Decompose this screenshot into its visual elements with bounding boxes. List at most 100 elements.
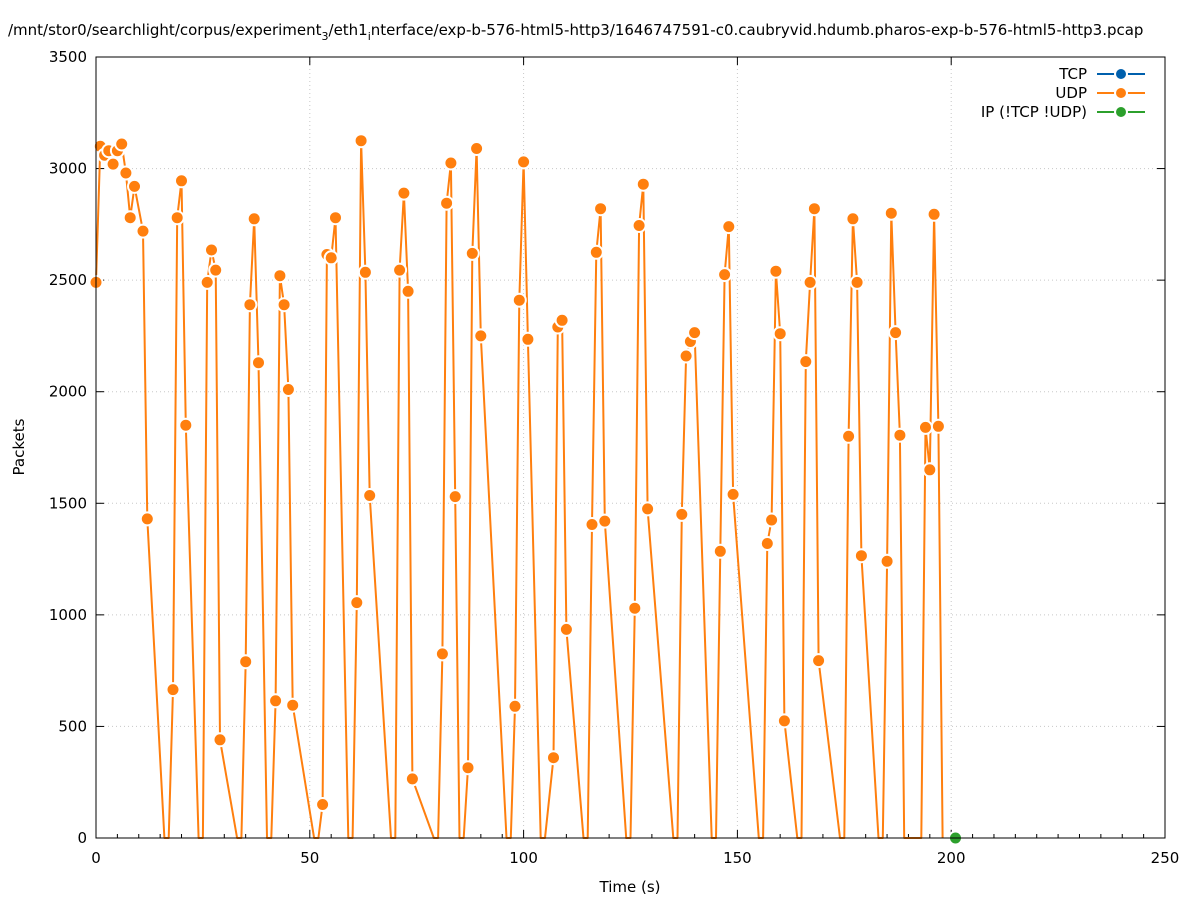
y-tick-label: 3500 — [49, 48, 87, 66]
data-point — [400, 283, 416, 299]
data-point — [212, 732, 228, 748]
data-point — [272, 268, 288, 284]
data-point — [473, 328, 489, 344]
data-point — [879, 553, 895, 569]
data-point — [717, 267, 733, 283]
data-point — [640, 501, 656, 517]
data-point — [174, 173, 189, 189]
data-point — [118, 165, 134, 181]
data-point — [845, 211, 861, 227]
data-point — [396, 185, 412, 201]
data-point — [930, 418, 946, 434]
data-point — [114, 136, 130, 152]
data-point — [276, 297, 292, 313]
data-point — [627, 600, 643, 616]
y-tick-label: 3000 — [49, 160, 87, 178]
data-point — [139, 511, 155, 527]
data-point — [772, 326, 788, 342]
x-tick-label: 100 — [509, 849, 538, 867]
legend-marker-2 — [1114, 105, 1128, 119]
data-point — [546, 750, 561, 766]
data-point — [853, 548, 869, 564]
data-point — [434, 646, 450, 662]
legend-label-0: TCP — [1058, 65, 1087, 83]
chart-title-part-1: /mnt/stor0/searchlight/corpus/experiment — [8, 21, 322, 39]
data-point — [238, 654, 254, 670]
data-point — [469, 141, 485, 156]
data-point — [285, 697, 301, 713]
data-point — [362, 488, 378, 503]
data-point — [357, 264, 373, 280]
data-point — [511, 292, 527, 308]
data-point — [460, 760, 476, 776]
data-point — [135, 223, 151, 239]
data-point — [764, 512, 780, 528]
data-point — [268, 693, 284, 709]
data-point — [520, 331, 536, 347]
data-point — [392, 262, 408, 278]
data-point — [883, 205, 899, 221]
data-point — [674, 506, 690, 522]
data-point — [516, 154, 532, 170]
y-tick-label: 1000 — [49, 606, 87, 624]
data-point — [798, 354, 814, 370]
data-point — [811, 653, 827, 669]
y-tick-label: 2500 — [49, 271, 87, 289]
data-point — [353, 133, 369, 149]
data-point — [443, 155, 459, 171]
data-point — [725, 486, 741, 502]
data-point — [204, 242, 219, 258]
series-1 — [88, 133, 946, 839]
y-tick-label: 2000 — [49, 383, 87, 401]
data-point — [768, 263, 784, 279]
data-point — [315, 797, 331, 812]
data-point — [631, 218, 647, 233]
data-point — [447, 489, 463, 505]
data-point — [584, 517, 600, 532]
data-point — [588, 244, 604, 260]
legend-marker-0 — [1114, 67, 1128, 81]
grid — [96, 57, 1165, 838]
legend-marker-1 — [1114, 86, 1128, 100]
data-point — [169, 210, 185, 226]
data-point — [918, 419, 933, 435]
data-point — [122, 210, 138, 226]
data-point — [888, 325, 904, 341]
data-point — [178, 417, 194, 433]
y-tick-label: 500 — [58, 717, 87, 735]
data-point — [922, 462, 938, 478]
data-point — [349, 595, 365, 611]
x-axis-title: Time (s) — [599, 878, 661, 896]
series-layer — [88, 133, 963, 846]
chart-title-subscript-1: 3 — [322, 30, 329, 43]
data-point — [105, 156, 121, 172]
data-point — [242, 297, 258, 313]
data-point — [712, 543, 728, 559]
data-point — [597, 513, 613, 529]
data-point — [721, 219, 737, 235]
data-point — [678, 348, 694, 364]
x-tick-label: 150 — [723, 849, 752, 867]
data-point — [251, 355, 266, 371]
data-point — [554, 312, 570, 328]
y-tick-label: 0 — [77, 829, 87, 847]
x-tick-label: 250 — [1151, 849, 1180, 867]
x-tick-label: 200 — [937, 849, 966, 867]
data-point — [841, 428, 857, 444]
data-point — [323, 250, 339, 266]
data-point — [208, 262, 224, 278]
legend-label-2: IP (!TCP !UDP) — [981, 103, 1087, 121]
chart-title-subscript-2: i — [368, 30, 371, 43]
data-point — [165, 682, 181, 698]
data-point — [593, 201, 609, 217]
chart-title: /mnt/stor0/searchlight/corpus/experiment… — [8, 21, 1143, 43]
y-axis-title: Packets — [10, 418, 28, 475]
data-point — [199, 274, 215, 290]
data-point — [558, 621, 574, 637]
data-point — [328, 210, 343, 226]
x-tick-label: 0 — [91, 849, 101, 867]
data-point — [759, 536, 775, 551]
data-point — [849, 274, 865, 290]
data-point — [464, 245, 480, 261]
